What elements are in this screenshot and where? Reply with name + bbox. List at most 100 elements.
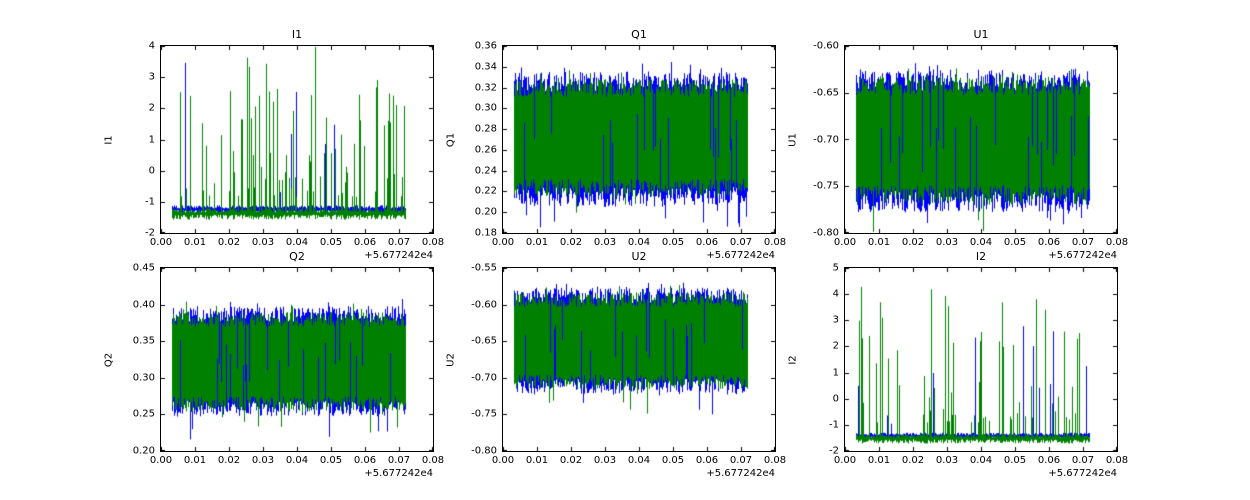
x-tick-label: 0.00 <box>491 237 515 248</box>
x-tick-label: 0.04 <box>969 237 993 248</box>
x-tick-label: 0.00 <box>149 455 173 466</box>
plot-area-q2 <box>161 268 433 451</box>
y-tick-label: -0.60 <box>471 299 497 311</box>
x-tick-label: 0.02 <box>559 237 583 248</box>
x-tick-label: 0.06 <box>1037 455 1061 466</box>
y-tick-label: 2 <box>148 102 155 114</box>
chart-title-u2: U2 <box>631 250 647 263</box>
x-tick-label: 0.07 <box>729 237 753 248</box>
y-tick-label: 0.36 <box>474 40 497 52</box>
y-tick-label: 3 <box>148 71 155 83</box>
y-tick-label: 0.30 <box>132 372 155 384</box>
x-tick-label: 0.05 <box>319 455 343 466</box>
y-tick-label: 0.22 <box>474 185 497 197</box>
chart-title-q2: Q2 <box>289 250 305 263</box>
x-tick-label: 0.06 <box>353 237 377 248</box>
y-tick-label: 0.30 <box>474 102 497 114</box>
x-tick-label: 0.07 <box>387 455 411 466</box>
y-tick-label: -0.70 <box>813 134 839 145</box>
subplot-q1: Q1 Q1 0.18 0.20 0.22 0.24 0.26 0.28 0.30 0.32 0.34… <box>446 28 787 261</box>
x-tick-label: 0.05 <box>319 237 343 248</box>
x-tick-label: 0.02 <box>901 455 925 466</box>
x-tick-label: 0.05 <box>1003 237 1027 248</box>
y-tick-label: -0.75 <box>813 180 839 192</box>
x-tick-label: 0.01 <box>183 237 207 248</box>
x-tick-label: 0.01 <box>183 455 207 466</box>
x-tick-label: 0.03 <box>251 237 275 248</box>
y-tick-label: 0.40 <box>132 299 155 311</box>
y-tick-label: 0.20 <box>132 445 155 457</box>
x-axis-offset-label: +5.677242e4 <box>1048 250 1117 261</box>
x-tick-label: 0.05 <box>1003 455 1027 466</box>
chart-title-u1: U1 <box>973 28 989 41</box>
x-tick-label: 0.08 <box>421 237 445 248</box>
y-tick-label: -0.65 <box>471 335 497 347</box>
y-tick-label: 0.28 <box>474 123 497 135</box>
plot-area-q1 <box>503 46 775 233</box>
x-axis-offset-label: +5.677242e4 <box>364 468 433 479</box>
x-tick-label: 0.00 <box>833 237 857 248</box>
subplot-u1: U1 U1 -0.80 -0.75 -0.70 -0.65 -0.60 0.00 0.01 0.0… <box>788 28 1129 261</box>
x-axis-offset-label: +5.677242e4 <box>364 250 433 261</box>
y-tick-label: -2 <box>829 445 839 457</box>
plot-area-u2 <box>503 268 775 451</box>
y-tick-label: -0.75 <box>471 408 497 420</box>
y-tick-label: 1 <box>148 134 155 145</box>
y-axis-label-u2: U2 <box>445 352 457 367</box>
x-tick-label: 0.03 <box>251 455 275 466</box>
y-tick-label: 4 <box>832 288 839 300</box>
x-tick-label: 0.03 <box>593 455 617 466</box>
y-tick-label: -1 <box>145 196 155 208</box>
y-tick-label: -0.70 <box>471 372 497 384</box>
x-tick-label: 0.07 <box>1071 237 1095 248</box>
plot-area-u1 <box>845 46 1117 233</box>
y-tick-label: 5 <box>832 262 839 274</box>
x-tick-label: 0.04 <box>285 237 309 248</box>
x-tick-label: 0.08 <box>763 237 787 248</box>
y-axis-label-q2: Q2 <box>103 352 115 367</box>
x-tick-label: 0.00 <box>833 455 857 466</box>
y-tick-label: 0 <box>148 165 155 177</box>
y-tick-label: -0.55 <box>471 262 497 274</box>
x-axis-offset-label: +5.677242e4 <box>706 250 775 261</box>
subplot-i1: I1 I1 -2 -1 0 1 2 3 4 0.00 0.01 0.02 0.03 0.04 0.05 0.0… <box>104 28 445 261</box>
x-tick-label: 0.00 <box>149 237 173 248</box>
x-tick-label: 0.05 <box>661 237 685 248</box>
y-tick-label: 0.35 <box>132 335 155 347</box>
x-tick-label: 0.08 <box>1105 237 1129 248</box>
x-tick-label: 0.02 <box>559 455 583 466</box>
x-axis-offset-label: +5.677242e4 <box>706 468 775 479</box>
x-tick-label: 0.07 <box>1071 455 1095 466</box>
x-tick-label: 0.04 <box>627 237 651 248</box>
plot-area-i2 <box>845 268 1117 451</box>
chart-title-i2: I2 <box>975 250 987 263</box>
x-tick-label: 0.07 <box>729 455 753 466</box>
x-tick-label: 0.05 <box>661 455 685 466</box>
x-tick-label: 0.04 <box>969 455 993 466</box>
y-tick-label: -0.60 <box>813 40 839 52</box>
subplot-i2: I2 I2 -2 -1 0 1 2 3 4 5 0.00 0.01 0.02 0.03 0.04 0.05 0.… <box>788 250 1129 479</box>
x-tick-label: 0.06 <box>695 455 719 466</box>
x-tick-label: 0.06 <box>695 237 719 248</box>
y-tick-label: -1 <box>829 419 839 431</box>
x-tick-label: 0.04 <box>627 455 651 466</box>
y-tick-label: -0.80 <box>471 445 497 457</box>
y-tick-label: 2 <box>832 340 839 352</box>
plot-area-i1 <box>161 46 433 233</box>
x-tick-label: 0.01 <box>525 455 549 466</box>
y-tick-label: 0 <box>832 393 839 405</box>
chart-title-q1: Q1 <box>631 28 647 41</box>
x-tick-label: 0.02 <box>901 237 925 248</box>
x-tick-label: 0.08 <box>421 455 445 466</box>
y-tick-label: 3 <box>832 314 839 326</box>
x-tick-label: 0.04 <box>285 455 309 466</box>
y-tick-label: 0.32 <box>474 82 497 94</box>
x-tick-label: 0.03 <box>593 237 617 248</box>
x-tick-label: 0.02 <box>217 237 241 248</box>
x-axis-offset-label: +5.677242e4 <box>1048 468 1117 479</box>
y-tick-label: 0.20 <box>474 206 497 218</box>
y-tick-label: 0.24 <box>474 165 497 177</box>
subplot-u2: U2 U2 -0.80 -0.75 -0.70 -0.65 -0.60 -0.55 0.00 0.… <box>446 250 787 479</box>
chart-title-i1: I1 <box>291 28 303 41</box>
y-tick-label: -2 <box>145 227 155 239</box>
